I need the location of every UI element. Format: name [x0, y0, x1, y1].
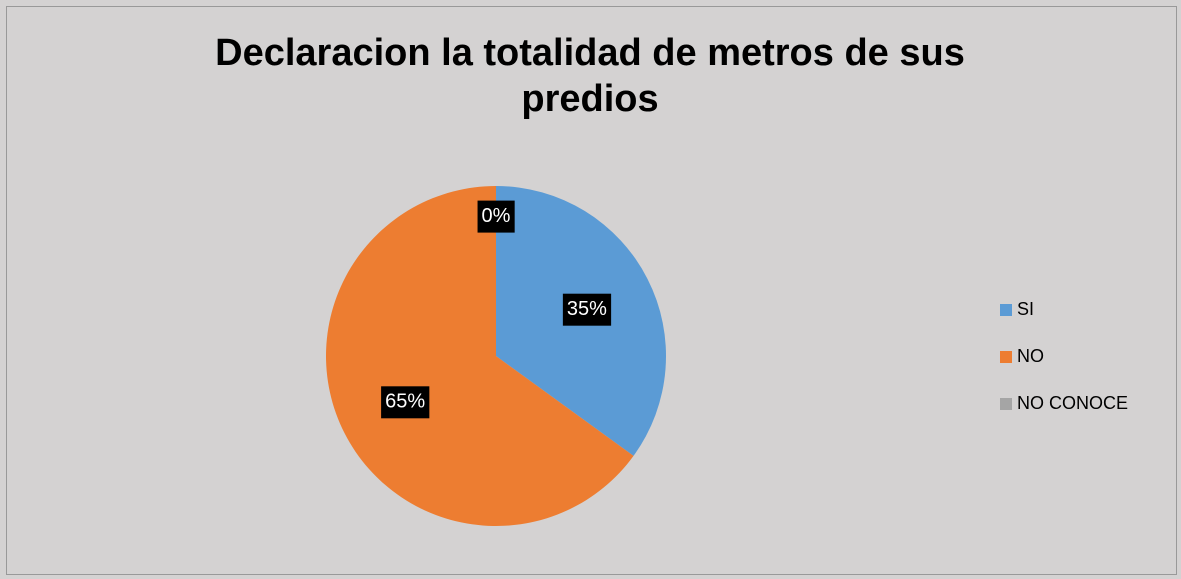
- data-label: 0%: [482, 205, 511, 227]
- chart-border: [6, 6, 1177, 575]
- legend-swatch: [1000, 304, 1012, 316]
- legend-swatch: [1000, 351, 1012, 363]
- legend-label: NO: [1017, 346, 1044, 366]
- data-label-bg: [477, 200, 515, 233]
- data-label-bg: [381, 386, 430, 419]
- data-label-bg: [562, 293, 612, 326]
- pie-slice: [325, 186, 634, 526]
- legend-label: NO CONOCE: [1017, 393, 1128, 413]
- data-label: 35%: [567, 298, 607, 320]
- legend-swatch: [1000, 398, 1012, 410]
- legend-label: SI: [1017, 299, 1034, 319]
- chart-title: Declaracion la totalidad de metros de su…: [215, 32, 965, 120]
- data-label: 65%: [385, 391, 425, 413]
